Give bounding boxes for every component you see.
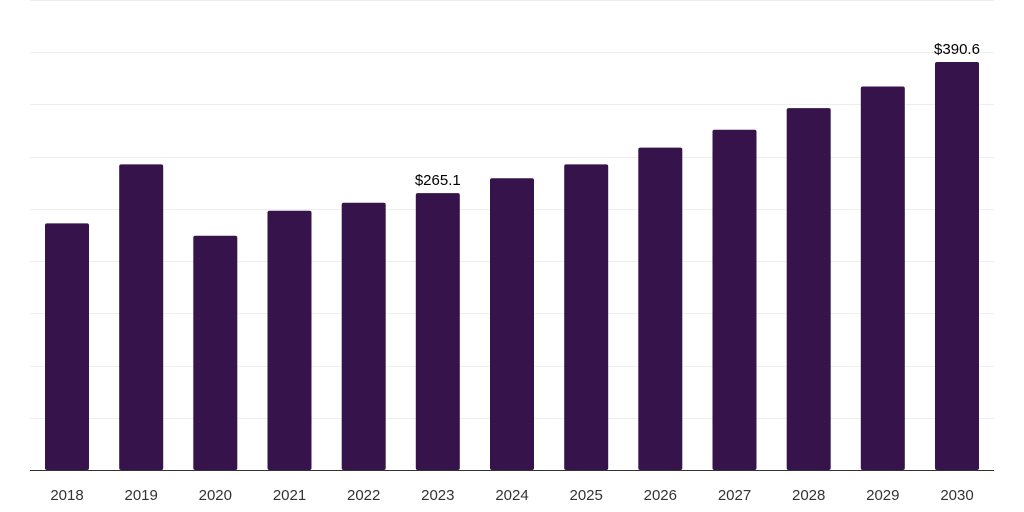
bar-2021[interactable] (267, 210, 312, 470)
x-tick-label-2025: 2025 (570, 487, 603, 504)
bar-2022[interactable] (341, 202, 386, 470)
data-labels: $265.1 $390.6 (415, 41, 980, 189)
x-tick-label-2028: 2028 (792, 487, 825, 504)
bar-2023[interactable] (415, 193, 460, 470)
x-tick-label-2021: 2021 (273, 487, 306, 504)
data-label-2023: $265.1 (415, 172, 461, 189)
x-axis-ticks: 2018 2019 2020 2021 2022 2023 2024 2025 2026 2027… (50, 487, 973, 504)
x-tick-label-2030: 2030 (940, 487, 973, 504)
x-tick-label-2023: 2023 (421, 487, 454, 504)
x-tick-label-2029: 2029 (866, 487, 899, 504)
bar-2029[interactable] (860, 86, 905, 471)
x-tick-label-2026: 2026 (644, 487, 677, 504)
bars (45, 62, 979, 470)
data-label-2030: $390.6 (934, 41, 980, 58)
bar-2026[interactable] (638, 147, 683, 470)
bar-2020[interactable] (193, 235, 238, 470)
bar-2025[interactable] (564, 164, 609, 470)
bar-2024[interactable] (490, 178, 534, 470)
x-tick-label-2018: 2018 (50, 487, 83, 504)
bar-2019[interactable] (119, 164, 164, 470)
x-tick-label-2024: 2024 (495, 487, 528, 504)
x-tick-label-2022: 2022 (347, 487, 380, 504)
bar-2028[interactable] (786, 108, 831, 470)
bar-2018[interactable] (45, 223, 89, 470)
bar-2027[interactable] (712, 129, 757, 470)
x-tick-label-2020: 2020 (199, 487, 232, 504)
x-tick-label-2019: 2019 (125, 487, 158, 504)
bar-2030[interactable] (935, 62, 979, 470)
x-tick-label-2027: 2027 (718, 487, 751, 504)
